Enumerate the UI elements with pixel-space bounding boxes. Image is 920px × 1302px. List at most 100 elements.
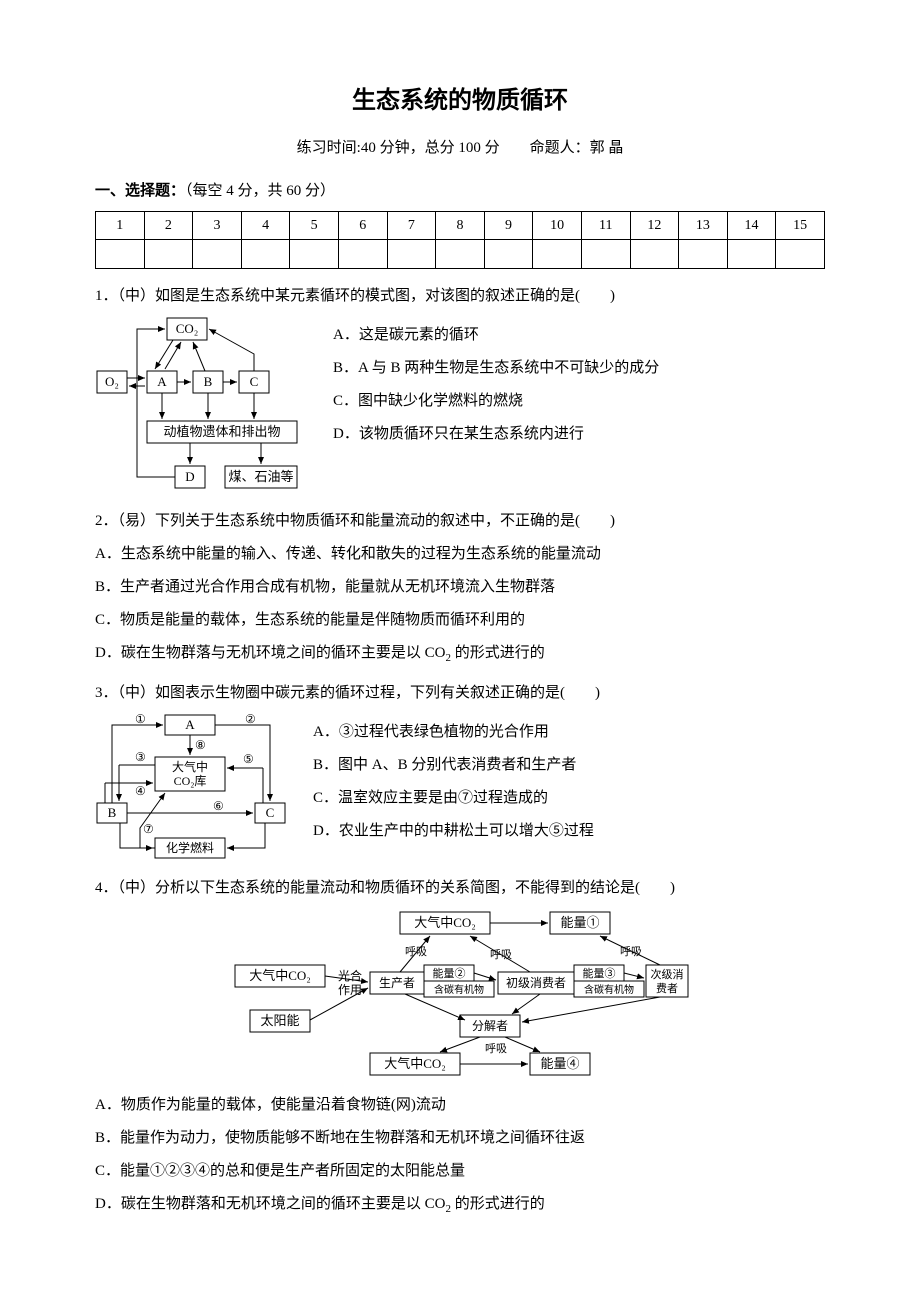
- q1-opt-b: B．A 与 B 两种生物是生态系统中不可缺少的成分: [333, 355, 825, 382]
- svg-text:④: ④: [135, 784, 146, 798]
- q1-opt-a: A．这是碳元素的循环: [333, 322, 825, 349]
- svg-text:能量③: 能量③: [583, 966, 616, 980]
- q3-opt-c: C．温室效应主要是由⑦过程造成的: [313, 785, 825, 812]
- svg-text:大气中CO₂: 大气中CO₂: [414, 915, 476, 930]
- section-heading-bold: 一、选择题：: [95, 183, 185, 199]
- q3-opt-b: B．图中 A、B 分别代表消费者和生产者: [313, 752, 825, 779]
- q1-figure: CO₂ O₂ A B C 动植物遗体和排出物 D 煤、石油等: [95, 316, 315, 496]
- grid-header-cell: 10: [533, 212, 582, 240]
- grid-blank-cell: [484, 240, 533, 268]
- svg-text:O₂: O₂: [105, 374, 119, 389]
- answer-grid: 123456789101112131415: [95, 211, 825, 268]
- grid-blank-cell: [581, 240, 630, 268]
- svg-text:B: B: [204, 374, 213, 389]
- grid-blank-cell: [144, 240, 193, 268]
- svg-text:B: B: [108, 805, 117, 820]
- svg-text:C: C: [250, 374, 259, 389]
- svg-text:CO₂库: CO₂库: [174, 773, 207, 788]
- q3-figure: A 大气中 CO₂库 B C 化学燃料 ① ②: [95, 713, 295, 863]
- grid-blank-cell: [679, 240, 728, 268]
- q4-opt-a: A．物质作为能量的载体，使能量沿着食物链(网)流动: [95, 1092, 825, 1119]
- svg-text:含碳有机物: 含碳有机物: [584, 983, 634, 996]
- svg-text:D: D: [185, 469, 194, 484]
- svg-text:作用: 作用: [338, 983, 362, 997]
- q2-opt-d: D．碳在生物群落与无机环境之间的循环主要是以 CO2 的形式进行的: [95, 640, 825, 669]
- section-heading: 一、选择题：（每空 4 分，共 60 分）: [95, 178, 825, 205]
- grid-header-cell: 9: [484, 212, 533, 240]
- grid-header-cell: 2: [144, 212, 193, 240]
- svg-text:初级消费者: 初级消费者: [506, 976, 566, 990]
- svg-text:呼吸: 呼吸: [485, 1042, 507, 1055]
- q4-stem: 4．（中）分析以下生态系统的能量流动和物质循环的关系简图，不能得到的结论是( ): [95, 875, 825, 902]
- section-heading-rest: （每空 4 分，共 60 分）: [185, 183, 335, 199]
- grid-blank-cell: [290, 240, 339, 268]
- grid-header-cell: 7: [387, 212, 436, 240]
- svg-text:③: ③: [135, 750, 146, 764]
- q2-opt-b: B．生产者通过光合作用合成有机物，能量就从无机环境流入生物群落: [95, 574, 825, 601]
- q4-opt-c: C．能量①②③④的总和便是生产者所固定的太阳能总量: [95, 1158, 825, 1185]
- svg-text:费者: 费者: [656, 982, 678, 995]
- svg-text:能量①: 能量①: [560, 915, 599, 930]
- svg-text:能量②: 能量②: [433, 966, 466, 980]
- question-3: 3．（中）如图表示生物圈中碳元素的循环过程，下列有关叙述正确的是( ) A 大气…: [95, 680, 825, 863]
- grid-blank-cell: [193, 240, 242, 268]
- grid-header-cell: 11: [581, 212, 630, 240]
- svg-text:大气中CO₂: 大气中CO₂: [249, 968, 311, 983]
- grid-header-cell: 1: [96, 212, 145, 240]
- svg-text:大气中CO₂: 大气中CO₂: [384, 1056, 446, 1071]
- answer-grid-blank-row: [96, 240, 825, 268]
- grid-header-cell: 3: [193, 212, 242, 240]
- grid-header-cell: 4: [241, 212, 290, 240]
- svg-text:含碳有机物: 含碳有机物: [434, 983, 484, 996]
- q3-opt-a: A．③过程代表绿色植物的光合作用: [313, 719, 825, 746]
- grid-blank-cell: [630, 240, 679, 268]
- page-subtitle: 练习时间:40 分钟，总分 100 分 命题人：郭 晶: [95, 135, 825, 162]
- q1-opt-d: D．该物质循环只在某生态系统内进行: [333, 421, 825, 448]
- q4-opt-b: B．能量作为动力，使物质能够不断地在生物群落和无机环境之间循环往返: [95, 1125, 825, 1152]
- svg-text:动植物遗体和排出物: 动植物遗体和排出物: [163, 424, 280, 439]
- svg-text:⑥: ⑥: [213, 799, 224, 813]
- grid-header-cell: 5: [290, 212, 339, 240]
- grid-blank-cell: [241, 240, 290, 268]
- svg-text:化学燃料: 化学燃料: [166, 840, 214, 855]
- q1-opt-c: C．图中缺少化学燃料的燃烧: [333, 388, 825, 415]
- q4-figure: 大气中CO₂ 能量① 大气中CO₂ 太阳能 光合 作用 生产者 能量② 含碳有机…: [95, 910, 825, 1080]
- q3-opt-d: D．农业生产中的中耕松土可以增大⑤过程: [313, 818, 825, 845]
- grid-header-cell: 14: [727, 212, 776, 240]
- grid-blank-cell: [776, 240, 825, 268]
- answer-grid-header-row: 123456789101112131415: [96, 212, 825, 240]
- svg-text:A: A: [157, 374, 167, 389]
- svg-text:煤、石油等: 煤、石油等: [228, 469, 293, 484]
- svg-text:能量④: 能量④: [540, 1056, 579, 1071]
- grid-blank-cell: [533, 240, 582, 268]
- page-title: 生态系统的物质循环: [95, 80, 825, 123]
- grid-blank-cell: [436, 240, 485, 268]
- svg-text:大气中: 大气中: [172, 759, 208, 774]
- grid-header-cell: 13: [679, 212, 728, 240]
- grid-header-cell: 12: [630, 212, 679, 240]
- svg-text:⑤: ⑤: [243, 752, 254, 766]
- svg-text:⑦: ⑦: [143, 822, 154, 836]
- svg-text:A: A: [185, 717, 195, 732]
- q2-opt-a: A．生态系统中能量的输入、传递、转化和散失的过程为生态系统的能量流动: [95, 541, 825, 568]
- svg-text:呼吸: 呼吸: [620, 945, 642, 958]
- question-2: 2．（易）下列关于生态系统中物质循环和能量流动的叙述中，不正确的是( ) A．生…: [95, 508, 825, 669]
- svg-text:⑧: ⑧: [195, 738, 206, 752]
- grid-blank-cell: [96, 240, 145, 268]
- question-4: 4．（中）分析以下生态系统的能量流动和物质循环的关系简图，不能得到的结论是( )…: [95, 875, 825, 1220]
- grid-header-cell: 8: [436, 212, 485, 240]
- svg-text:①: ①: [135, 713, 146, 726]
- grid-header-cell: 15: [776, 212, 825, 240]
- q2-stem: 2．（易）下列关于生态系统中物质循环和能量流动的叙述中，不正确的是( ): [95, 508, 825, 535]
- grid-blank-cell: [338, 240, 387, 268]
- svg-text:②: ②: [245, 713, 256, 726]
- svg-text:太阳能: 太阳能: [260, 1013, 299, 1028]
- svg-text:分解者: 分解者: [472, 1019, 508, 1033]
- grid-blank-cell: [387, 240, 436, 268]
- svg-text:C: C: [266, 805, 275, 820]
- svg-text:生产者: 生产者: [379, 976, 415, 990]
- svg-text:呼吸: 呼吸: [490, 948, 512, 961]
- question-1: 1．（中）如图是生态系统中某元素循环的模式图，对该图的叙述正确的是( ) CO₂…: [95, 283, 825, 496]
- grid-blank-cell: [727, 240, 776, 268]
- q3-stem: 3．（中）如图表示生物圈中碳元素的循环过程，下列有关叙述正确的是( ): [95, 680, 825, 707]
